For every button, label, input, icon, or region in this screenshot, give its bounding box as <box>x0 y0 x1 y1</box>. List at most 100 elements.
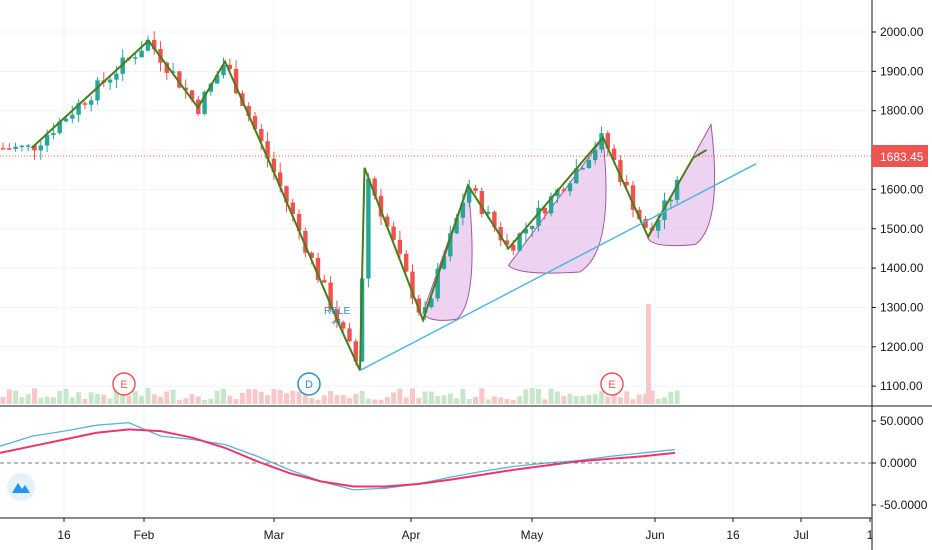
wave-lines <box>30 39 708 371</box>
time-tick-label: 1 <box>867 528 874 542</box>
candle-body <box>271 158 277 173</box>
candle-body <box>467 188 472 203</box>
candle-body <box>668 199 673 202</box>
candle-body <box>473 188 478 192</box>
volume-bar <box>321 395 327 404</box>
volume-bar <box>365 398 371 404</box>
last-price-text: 1683.45 <box>880 150 924 164</box>
candle-body <box>656 219 661 231</box>
volume-bar <box>82 398 88 404</box>
candle-body <box>32 145 37 151</box>
candle-body <box>183 87 188 91</box>
candle-body <box>410 271 415 299</box>
candle-body <box>315 257 321 280</box>
volume-bar <box>359 391 365 404</box>
candle-body <box>347 328 352 342</box>
candle-body <box>170 71 176 73</box>
event-marker-circle <box>112 372 136 396</box>
volume-bar <box>290 390 296 404</box>
candle-body <box>542 207 547 214</box>
volume-bar <box>239 392 245 404</box>
volume-bar <box>302 388 308 404</box>
volume-bar <box>315 399 321 404</box>
time-tick-label: Apr <box>402 528 421 542</box>
candle-body <box>215 75 220 84</box>
volume-bar <box>403 397 409 404</box>
candle-body <box>227 64 232 69</box>
volume-bar <box>473 397 478 404</box>
candle-body <box>630 185 636 210</box>
volume-bar <box>221 388 226 404</box>
price-tick-label: 1600.00 <box>880 182 924 196</box>
volume-bar <box>643 394 649 404</box>
volume-bar <box>195 396 201 404</box>
candle-body <box>366 178 371 279</box>
volume-bar <box>353 393 359 404</box>
indicator-axis[interactable]: 50.0000 0.0000 -50.0000 <box>872 414 928 512</box>
last-price-label: 1683.45 <box>872 145 928 167</box>
volume-bar <box>227 395 233 404</box>
volume-bar <box>674 390 680 404</box>
candle-body <box>605 133 610 149</box>
volume-bar <box>296 391 302 404</box>
candle-body <box>637 209 642 220</box>
volume-bar <box>662 397 667 404</box>
tradingview-logo[interactable] <box>7 473 35 501</box>
candle-body <box>397 239 403 254</box>
volume-bar <box>44 396 50 404</box>
candle-body <box>448 233 453 257</box>
volume-bar <box>63 388 69 404</box>
candle-body <box>422 307 428 313</box>
volume-bar <box>334 395 340 404</box>
candle-body <box>177 71 182 88</box>
volume-bar <box>202 399 208 404</box>
volume-bar <box>592 393 598 404</box>
candle-body <box>662 200 667 220</box>
volume-bar <box>510 399 516 404</box>
candle-body <box>139 50 144 58</box>
volume-bar <box>50 397 56 404</box>
candle-body <box>567 183 573 192</box>
cup-shape <box>507 136 607 274</box>
volume-bar <box>32 388 37 404</box>
volume-bar <box>542 399 548 404</box>
trendline[interactable] <box>359 163 757 372</box>
candle-body <box>599 133 604 150</box>
volume-bar <box>410 388 415 404</box>
volume-bar <box>624 391 630 404</box>
price-tick-label: 1500.00 <box>880 222 924 236</box>
candle-body <box>530 225 535 230</box>
volume-bar <box>649 390 655 404</box>
volume-bar <box>422 391 428 404</box>
candle-body <box>548 196 554 214</box>
volume-bar <box>397 388 403 404</box>
candle-body <box>624 181 629 186</box>
volume-bar <box>460 388 466 404</box>
candle-body <box>70 114 75 119</box>
volume-bar <box>25 394 31 404</box>
candle-body <box>454 217 459 234</box>
volume-bar <box>630 399 636 404</box>
volume-bar <box>189 394 195 404</box>
candle-body <box>429 298 434 308</box>
volume-bars <box>0 304 680 404</box>
logo-circle <box>7 473 35 501</box>
volume-bar <box>416 398 422 404</box>
candle-body <box>290 202 295 214</box>
volume-bar <box>441 395 447 404</box>
candle-body <box>133 57 138 59</box>
volume-bar <box>504 398 510 404</box>
volume-bar <box>158 396 163 404</box>
candle-body <box>0 148 6 150</box>
candle-body <box>57 121 62 134</box>
candle-body <box>580 167 585 170</box>
time-tick-label: Jun <box>645 528 664 542</box>
volume-bar <box>265 395 271 404</box>
candle-body <box>492 211 497 228</box>
candle-body <box>479 191 484 214</box>
time-axis[interactable]: 16 Feb Mar Apr May Jun 16 Jul 1 <box>57 518 874 542</box>
candle-body <box>164 62 169 73</box>
logo-mountain-icon <box>12 483 30 493</box>
